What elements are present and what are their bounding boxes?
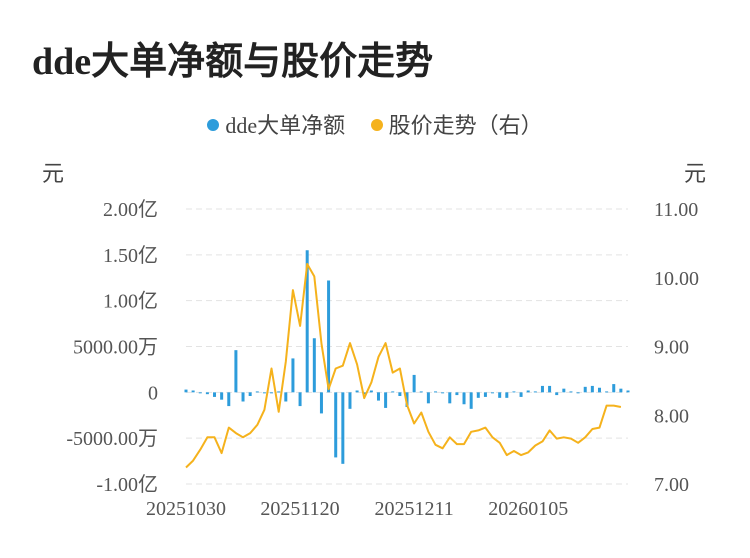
legend-line-swatch (370, 119, 383, 131)
bar (205, 392, 209, 395)
bar (569, 391, 573, 393)
left-tick-label: -1.00亿 (96, 473, 158, 496)
right-tick-label: 8.00 (654, 405, 689, 427)
bar (405, 392, 409, 407)
bar (341, 392, 345, 464)
legend-bar-swatch (207, 119, 220, 131)
bar (583, 386, 587, 393)
bar (262, 392, 266, 394)
bar (213, 392, 217, 397)
bar (419, 391, 423, 393)
x-tick-label: 20251211 (374, 498, 453, 520)
bar (505, 392, 509, 398)
right-tick-label: 7.00 (654, 474, 689, 496)
bar (362, 392, 366, 395)
chart-legend: dde大单净额 股价走势（右） (0, 108, 750, 140)
bar (298, 392, 302, 407)
bar (291, 358, 295, 393)
bar (355, 390, 359, 393)
bar (398, 392, 402, 396)
bar (277, 391, 281, 393)
bar (270, 392, 274, 394)
bar (441, 392, 445, 394)
bar (605, 391, 609, 393)
bar (184, 389, 188, 393)
bar (191, 390, 195, 393)
bar (562, 388, 566, 393)
legend-bar-label: dde大单净额 (225, 113, 346, 138)
bar (334, 392, 338, 458)
bar (384, 392, 388, 408)
left-tick-label: 1.00亿 (103, 290, 158, 313)
bar (512, 391, 516, 393)
bar (234, 350, 238, 393)
bar (483, 392, 487, 397)
bar (555, 392, 559, 396)
axis-label-layer: -1.00亿 -5000.00万 0 5000.00万 1.00亿 1.50亿 2.00亿 7… (66, 198, 699, 520)
bar (198, 392, 202, 394)
bar (576, 392, 580, 394)
legend-item-line[interactable]: 股价走势（右） (370, 108, 543, 140)
bar (533, 391, 537, 393)
bar (612, 384, 616, 393)
bar (590, 385, 594, 393)
grid-layer (186, 208, 628, 485)
bar (319, 392, 323, 414)
price-line (185, 263, 622, 469)
bar (327, 280, 331, 393)
left-tick-label: 2.00亿 (103, 198, 158, 221)
bar (305, 250, 309, 393)
bar (412, 374, 416, 393)
legend-item-bar[interactable]: dde大单净额 (207, 108, 345, 140)
bar (241, 392, 245, 402)
left-tick-label: -5000.00万 (66, 428, 158, 450)
x-tick-label: 20251120 (260, 498, 339, 520)
x-tick-label: 20251030 (146, 498, 226, 520)
bar (526, 390, 530, 393)
bar (626, 390, 630, 393)
bar (426, 392, 430, 404)
right-axis-unit: 元 (684, 161, 707, 186)
bar (498, 392, 502, 398)
bar (369, 390, 373, 393)
bar (548, 385, 552, 393)
legend-line-label: 股价走势（右） (388, 113, 543, 138)
left-tick-label: 0 (148, 382, 158, 404)
bar (491, 392, 495, 394)
left-tick-label: 5000.00万 (73, 337, 158, 359)
bar-series-layer (184, 250, 630, 464)
left-axis-unit: 元 (42, 161, 65, 186)
bar (462, 392, 466, 405)
bar (619, 388, 623, 393)
bar (519, 392, 523, 397)
bar (469, 392, 473, 409)
bar (434, 391, 438, 393)
bar (312, 338, 316, 393)
bar (597, 387, 601, 393)
bar (284, 392, 288, 402)
right-tick-label: 10.00 (654, 268, 699, 290)
bar (348, 392, 352, 409)
page-title: dde大单净额与股价走势 (32, 41, 434, 83)
bar (448, 392, 452, 404)
left-tick-label: 1.50亿 (103, 244, 158, 267)
x-tick-label: 20260105 (488, 498, 568, 520)
right-tick-label: 9.00 (654, 337, 689, 359)
bar (220, 392, 224, 400)
line-series-layer (185, 263, 622, 469)
right-tick-label: 11.00 (654, 199, 698, 221)
bar (540, 385, 544, 393)
bar (255, 391, 259, 393)
bar (455, 392, 459, 396)
bar (476, 392, 480, 398)
bar (248, 392, 252, 396)
bar (391, 391, 395, 393)
bar (227, 392, 231, 407)
bar (376, 392, 380, 401)
